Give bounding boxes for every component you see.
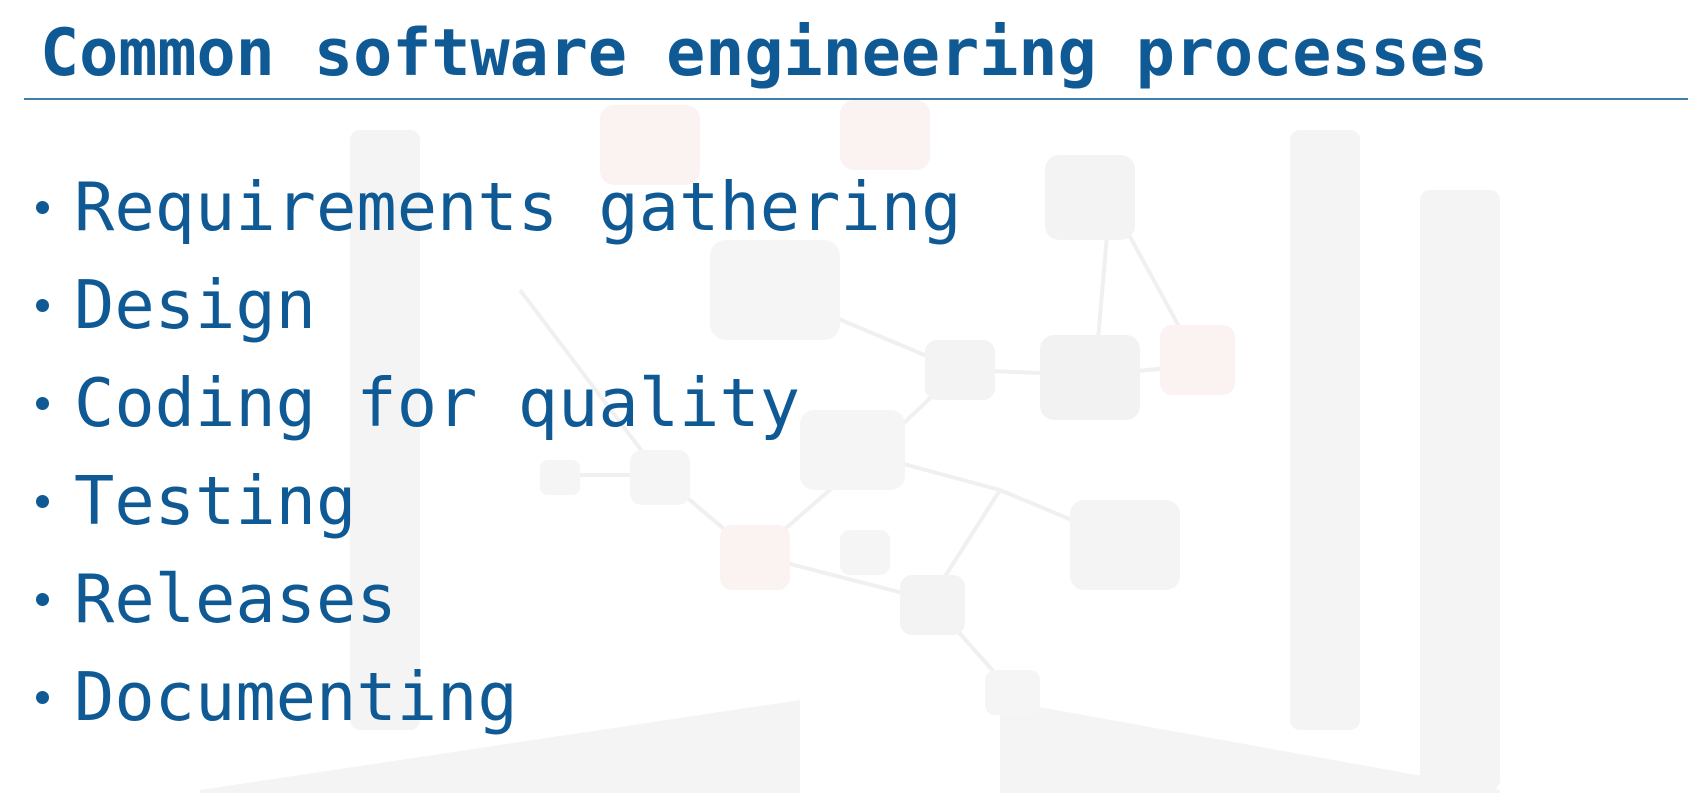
bullet-icon <box>36 592 49 606</box>
list-item: Coding for quality <box>36 354 961 452</box>
list-item: Documenting <box>36 648 961 746</box>
list-item: Design <box>36 256 961 354</box>
list-item-label: Releases <box>74 560 397 638</box>
bullet-icon <box>36 396 49 410</box>
bullet-icon <box>36 494 49 508</box>
slide-title: Common software engineering processes <box>40 16 1488 91</box>
list-item-label: Testing <box>74 462 357 540</box>
bullet-icon <box>36 298 49 312</box>
list-item-label: Design <box>74 266 317 344</box>
list-item-label: Requirements gathering <box>74 168 962 246</box>
bullet-icon <box>36 690 49 704</box>
list-item: Requirements gathering <box>36 158 961 256</box>
bullet-icon <box>36 200 49 214</box>
list-item: Releases <box>36 550 961 648</box>
list-item: Testing <box>36 452 961 550</box>
list-item-label: Coding for quality <box>74 364 801 442</box>
title-divider <box>24 98 1688 100</box>
process-list: Requirements gathering Design Coding for… <box>36 158 961 746</box>
list-item-label: Documenting <box>74 658 518 736</box>
